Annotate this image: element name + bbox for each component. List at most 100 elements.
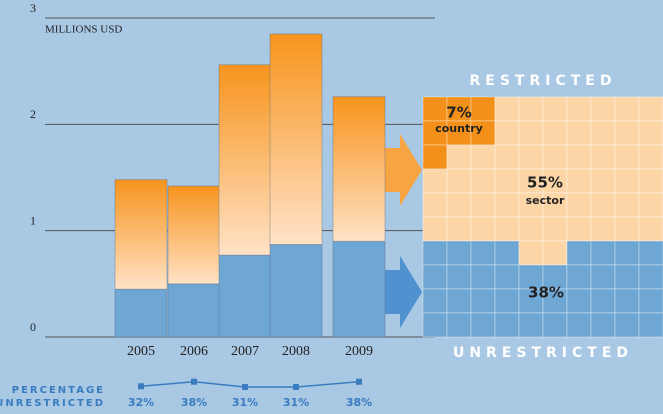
- waffle-cell: [638, 168, 663, 194]
- bar-segment: [167, 283, 221, 338]
- y-tick-label: 3: [30, 1, 36, 15]
- value-label: 38%: [346, 396, 372, 409]
- waffle-cell: [446, 288, 472, 314]
- waffle-cell: [590, 240, 616, 266]
- waffle-cell: [422, 312, 448, 338]
- waffle-cell: [614, 288, 640, 314]
- arrow: [385, 134, 422, 206]
- waffle-cell: [566, 168, 592, 194]
- waffle-cell: [470, 288, 496, 314]
- waffle-cell: [494, 288, 520, 314]
- bar-segment: [269, 243, 323, 338]
- waffle-cell: [446, 168, 472, 194]
- waffle-cell: [614, 168, 640, 194]
- waffle-cell: [638, 192, 663, 218]
- y-tick-label: 1: [30, 213, 36, 227]
- y-axis-label: MILLIONS USD: [45, 24, 122, 36]
- waffle-cell: [446, 264, 472, 290]
- waffle-cell: [446, 120, 472, 146]
- waffle-cell: [614, 240, 640, 266]
- waffle-cell: [470, 240, 496, 266]
- waffle-value: 7%: [446, 104, 471, 122]
- waffle-cell: [638, 216, 663, 242]
- waffle-cell: [518, 144, 544, 170]
- waffle-category: country: [435, 122, 483, 135]
- waffle-cell: [470, 216, 496, 242]
- waffle-cell: [566, 264, 592, 290]
- x-tick-label: 2006: [180, 344, 208, 359]
- waffle-cell: [566, 120, 592, 146]
- waffle-cell: [542, 240, 568, 266]
- waffle-cell: [638, 264, 663, 290]
- waffle-cell: [638, 288, 663, 314]
- waffle-cell: [590, 288, 616, 314]
- waffle-cell: [494, 96, 520, 122]
- waffle-cell: [590, 96, 616, 122]
- bar-segment: [332, 240, 386, 338]
- waffle-cell: [638, 240, 663, 266]
- waffle-cell: [422, 216, 448, 242]
- waffle-cell: [542, 288, 568, 314]
- waffle-cell: [446, 96, 472, 122]
- line-title: UNRESTRICTED: [0, 398, 105, 409]
- waffle-cell: [542, 312, 568, 338]
- point: [191, 378, 197, 385]
- y-tick-label: 2: [30, 107, 36, 121]
- waffle-cell: [566, 312, 592, 338]
- value-label: 31%: [232, 396, 258, 409]
- waffle-cell: [494, 240, 520, 266]
- waffle-cell: [470, 168, 496, 194]
- waffle-cell: [494, 216, 520, 242]
- waffle-cell: [542, 96, 568, 122]
- waffle-cell: [470, 264, 496, 290]
- waffle-cell: [422, 288, 448, 314]
- waffle-cell: [422, 192, 448, 218]
- point: [138, 383, 144, 390]
- bar-segment: [218, 254, 272, 338]
- bar-segment: [167, 185, 221, 285]
- waffle-cell: [518, 312, 544, 338]
- waffle-cell: [518, 216, 544, 242]
- y-tick-label: 0: [30, 320, 36, 334]
- waffle-cell: [566, 144, 592, 170]
- point: [242, 384, 248, 390]
- point: [293, 384, 299, 390]
- waffle-cell: [518, 96, 544, 122]
- waffle-cell: [446, 312, 472, 338]
- bar-segment: [114, 288, 168, 338]
- line-title: PERCENTAGE: [12, 385, 105, 396]
- waffle-cell: [494, 264, 520, 290]
- arrow: [385, 256, 422, 328]
- waffle-cell: [566, 96, 592, 122]
- waffle-cell: [542, 144, 568, 170]
- waffle-cell: [566, 192, 592, 218]
- waffle-cell: [422, 96, 448, 122]
- x-tick-label: 2008: [282, 344, 310, 359]
- waffle-cell: [422, 144, 448, 170]
- waffle-cell: [590, 264, 616, 290]
- waffle-cell: [446, 192, 472, 218]
- waffle-cell: [470, 192, 496, 218]
- waffle-cell: [542, 120, 568, 146]
- waffle-cell: [590, 216, 616, 242]
- waffle-value: 38%: [528, 284, 564, 302]
- waffle-cell: [470, 312, 496, 338]
- waffle-cell: [494, 192, 520, 218]
- waffle-cell: [566, 216, 592, 242]
- line: [140, 380, 360, 388]
- waffle-cell: [446, 216, 472, 242]
- waffle-cell: [542, 216, 568, 242]
- waffle-cell: [638, 312, 663, 338]
- waffle-category: sector: [526, 194, 565, 207]
- waffle-cell: [614, 264, 640, 290]
- waffle-cell: [614, 120, 640, 146]
- waffle-cell: [518, 288, 544, 314]
- waffle-top-label: RESTRICTED: [470, 73, 617, 89]
- waffle-cell: [590, 144, 616, 170]
- waffle-cell: [614, 312, 640, 338]
- waffle-cell: [422, 240, 448, 266]
- waffle-cell: [470, 144, 496, 170]
- point: [356, 378, 362, 385]
- waffle-cell: [422, 264, 448, 290]
- waffle-cell: [614, 216, 640, 242]
